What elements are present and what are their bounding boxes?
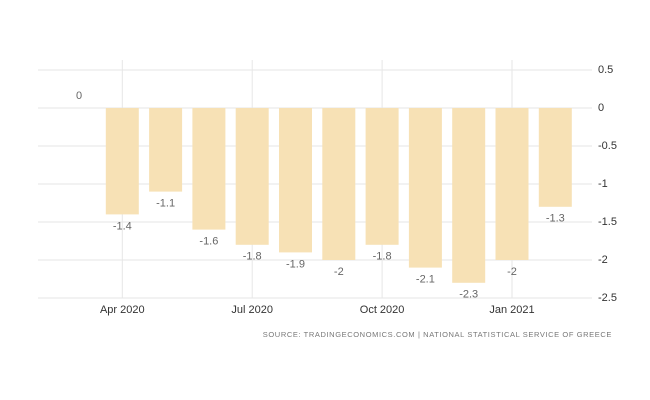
value-label: 0: [76, 90, 82, 102]
value-label: -1.1: [156, 198, 175, 210]
value-label: -2: [507, 266, 517, 278]
y-tick-label: -2: [598, 254, 608, 266]
bar: [105, 108, 139, 215]
value-label: -2: [334, 266, 344, 278]
value-label: -1.3: [546, 213, 565, 225]
bar: [365, 108, 399, 245]
y-tick-label: -1: [598, 178, 608, 190]
x-tick-label: Oct 2020: [360, 304, 405, 316]
bar: [538, 108, 572, 207]
y-tick-label: -0.5: [598, 140, 617, 152]
x-tick-label: Jan 2021: [489, 304, 534, 316]
bar: [452, 108, 486, 283]
bar: [235, 108, 269, 245]
value-label: -1.8: [373, 251, 392, 263]
value-label: -1.4: [113, 220, 132, 232]
x-tick-label: Jul 2020: [231, 304, 273, 316]
bar: [495, 108, 529, 260]
value-label: -2.3: [459, 289, 478, 301]
y-tick-label: 0: [598, 102, 604, 114]
source-note: SOURCE: TRADINGECONOMICS.COM | NATIONAL …: [263, 330, 612, 339]
bar: [279, 108, 312, 253]
y-tick-label: -1.5: [598, 216, 617, 228]
bar: [149, 108, 183, 192]
y-tick-label: 0.5: [598, 64, 613, 76]
value-label: -1.8: [243, 251, 262, 263]
x-tick-label: Apr 2020: [100, 304, 145, 316]
value-label: -2.1: [416, 274, 435, 286]
bar: [192, 108, 226, 230]
bar: [322, 108, 356, 260]
value-label: -1.6: [199, 236, 218, 248]
value-label: -1.9: [286, 258, 305, 270]
y-tick-label: -2.5: [598, 292, 617, 304]
bar: [408, 108, 442, 268]
